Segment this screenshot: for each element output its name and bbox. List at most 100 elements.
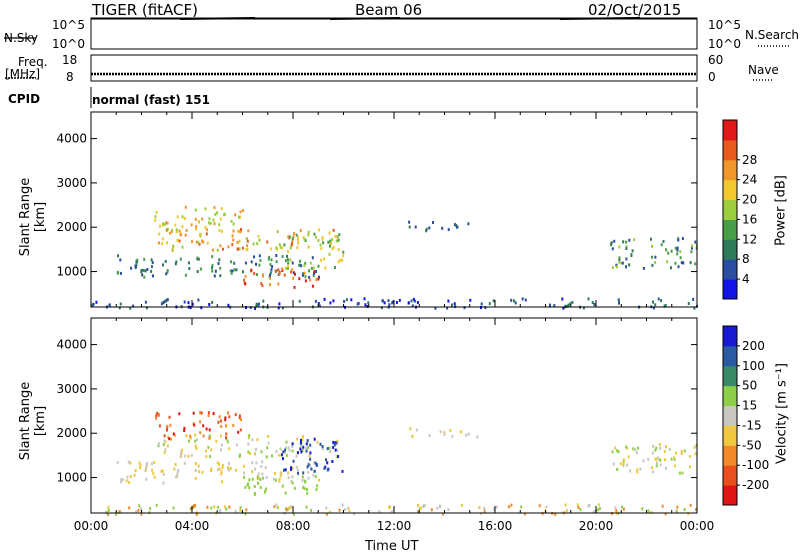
echo-cell — [297, 241, 300, 245]
echo-cell — [284, 468, 287, 472]
echo-cell — [651, 470, 654, 474]
echo-cell — [654, 255, 657, 259]
echo-cell — [651, 263, 654, 267]
echo-cell — [246, 244, 249, 248]
echo-cell — [276, 506, 279, 510]
date-label: 02/Oct/2015 — [588, 1, 682, 19]
echo-cell — [181, 225, 184, 229]
echo-cell — [622, 507, 625, 511]
echo-cell — [166, 227, 169, 231]
echo-cell — [291, 261, 294, 265]
echo-cell — [183, 300, 186, 304]
echo-cell — [277, 282, 280, 286]
echo-cell — [285, 507, 288, 511]
echo-cell — [300, 264, 303, 268]
echo-cell — [434, 306, 437, 310]
x-tick-label: 08:00 — [276, 519, 311, 533]
echo-cell — [154, 218, 157, 222]
colorbar-frame — [722, 325, 738, 506]
colorbar-cell — [723, 179, 737, 201]
echo-cell — [655, 446, 658, 450]
echo-cell — [168, 415, 171, 419]
echo-cell — [179, 257, 182, 261]
echo-cell — [314, 475, 317, 479]
echo-cell — [337, 238, 340, 242]
echo-cell — [338, 233, 341, 237]
echo-cell — [443, 431, 446, 435]
echo-cell — [313, 270, 316, 274]
echo-cell — [211, 269, 214, 273]
echo-cell — [238, 247, 241, 251]
echo-cell — [163, 451, 166, 455]
echo-cell — [447, 508, 450, 512]
echo-cell — [172, 506, 175, 510]
echo-cell — [270, 247, 273, 251]
echo-cell — [194, 439, 197, 443]
echo-cell — [565, 509, 568, 513]
echo-cell — [639, 467, 642, 471]
y-tick-label: 1000 — [56, 265, 87, 279]
echo-cell — [139, 507, 142, 510]
echo-cell — [665, 248, 668, 252]
echo-cell — [334, 234, 337, 238]
echo-cell — [278, 243, 281, 247]
echo-cell — [331, 460, 334, 463]
echo-cell — [238, 414, 241, 418]
nsearch-label: N.Search — [745, 28, 800, 42]
echo-cell — [220, 448, 222, 452]
echo-cell — [677, 265, 680, 269]
echo-cell — [275, 503, 278, 507]
colorbar-tick-label: 8 — [742, 252, 750, 266]
echo-cell — [680, 261, 683, 265]
echo-cell — [202, 424, 205, 428]
echo-cell — [239, 428, 242, 432]
echo-cell — [144, 468, 147, 472]
echo-cell — [205, 232, 208, 236]
echo-cell — [143, 257, 146, 261]
echo-cell — [281, 267, 284, 271]
echo-cell — [413, 299, 416, 303]
echo-cell — [447, 299, 450, 303]
echo-cell — [632, 447, 635, 451]
echo-cell — [562, 306, 565, 310]
echo-cell — [317, 239, 320, 242]
echo-cell — [265, 487, 268, 491]
echo-cell — [269, 263, 272, 267]
echo-cell — [177, 469, 180, 472]
echo-cell — [285, 266, 288, 270]
echo-cell — [236, 247, 239, 251]
echo-cell — [330, 242, 333, 246]
echo-cell — [342, 254, 345, 258]
echo-cell — [255, 304, 258, 308]
echo-cell — [284, 448, 287, 452]
echo-cell — [232, 238, 235, 242]
echo-cell — [415, 428, 418, 432]
echo-cell — [416, 301, 419, 304]
echo-cell — [135, 265, 137, 268]
echo-cell — [251, 477, 254, 481]
echo-cell — [316, 484, 319, 488]
echo-cell — [593, 509, 596, 513]
echo-cell — [561, 297, 564, 301]
echo-cell — [391, 301, 394, 305]
echo-cell — [390, 510, 393, 513]
echo-cell — [145, 477, 148, 481]
echo-cell — [304, 480, 307, 484]
echo-cell — [157, 241, 160, 245]
echo-cell — [239, 215, 242, 219]
echo-cell — [283, 243, 286, 247]
echo-cell — [299, 447, 302, 451]
y-tick-label: 1000 — [56, 471, 87, 485]
echo-cell — [308, 275, 311, 279]
echo-cell — [428, 226, 431, 230]
echo-cell — [108, 303, 111, 307]
echo-cell — [278, 479, 281, 483]
echo-cell — [417, 510, 420, 514]
echo-cell — [210, 467, 213, 471]
echo-cell — [625, 257, 628, 261]
echo-cell — [328, 231, 331, 235]
echo-cell — [166, 269, 169, 273]
echo-cell — [328, 510, 331, 514]
echo-cell — [659, 463, 662, 467]
echo-cell — [408, 225, 411, 229]
